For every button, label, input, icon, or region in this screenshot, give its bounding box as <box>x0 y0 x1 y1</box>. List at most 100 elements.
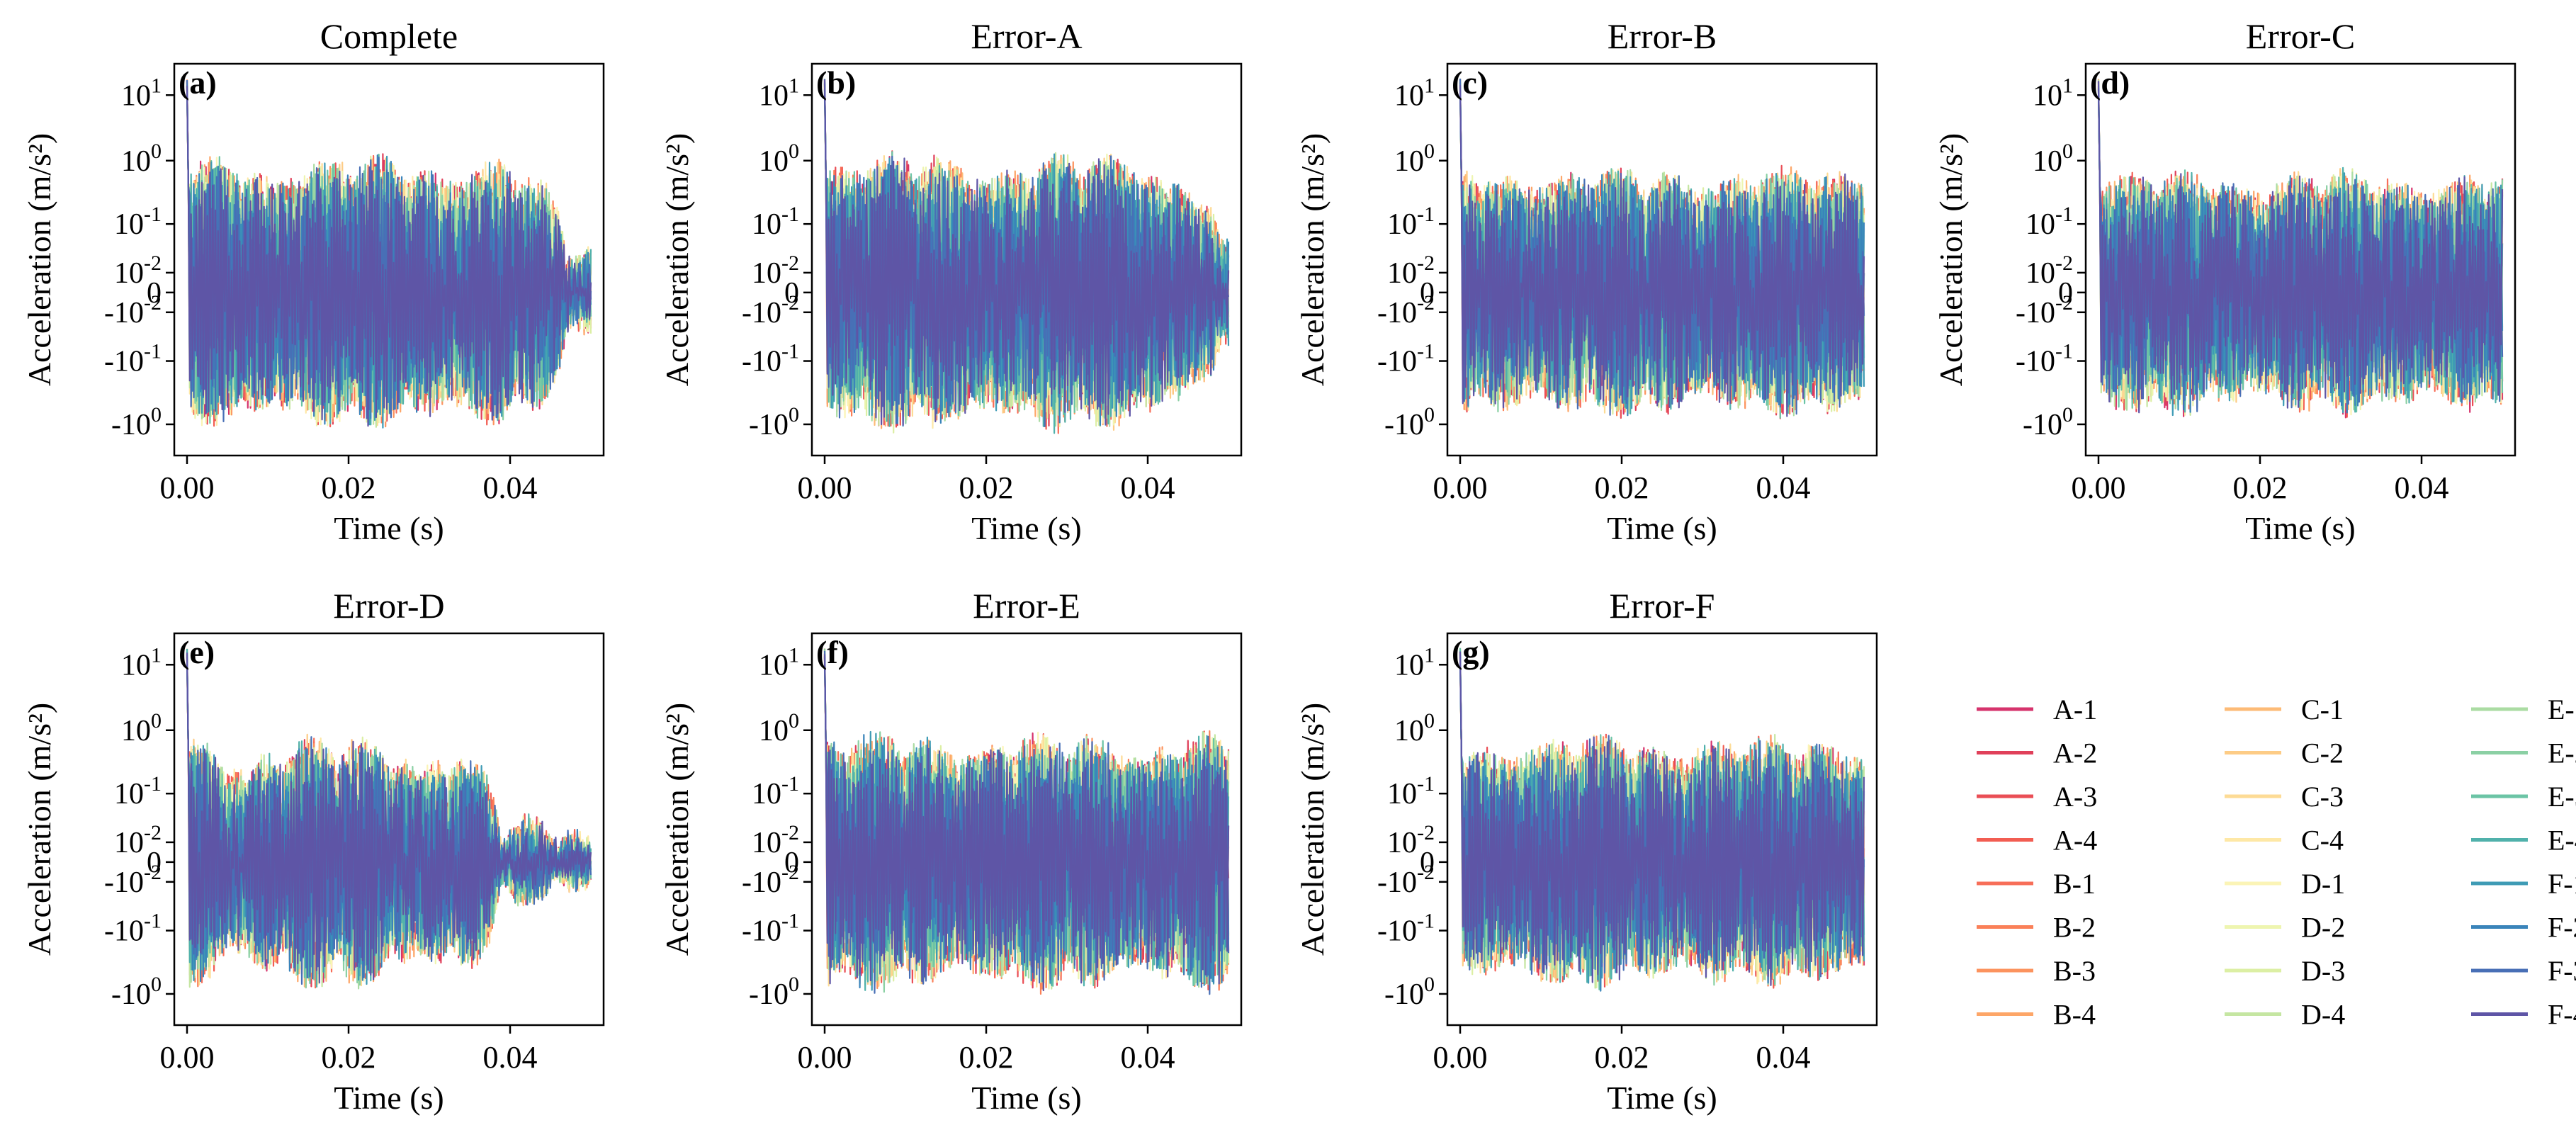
y-tick-label: 101 <box>121 74 162 112</box>
legend-item: C-1 <box>2225 694 2344 725</box>
y-tick-label: 101 <box>121 643 162 682</box>
y-tick-label: 10-2 <box>1387 251 1435 290</box>
y-tick-label: 101 <box>1394 643 1435 682</box>
legend-item: E-4 <box>2471 825 2576 857</box>
y-tick-label: 10-1 <box>752 772 799 810</box>
series-line-F-4 <box>186 652 592 984</box>
x-tick-label: 0.04 <box>1756 470 1811 505</box>
panel-title: Error-F <box>1610 586 1715 626</box>
y-tick-label: -10-2 <box>104 291 162 329</box>
panel-tag: (g) <box>1452 634 1490 670</box>
y-tick-label: -10-2 <box>104 861 162 899</box>
legend-item: B-1 <box>1977 868 2096 900</box>
legend-item: C-4 <box>2225 825 2344 857</box>
series-lines <box>1459 648 1865 992</box>
series-line-F-4 <box>1459 651 1865 986</box>
legend-label: D-4 <box>2301 999 2345 1031</box>
y-tick-label: -10-2 <box>1377 291 1435 329</box>
panel-title: Error-D <box>333 586 444 626</box>
y-axis-label: Acceleration (m/s²) <box>21 703 57 956</box>
y-tick-label: -100 <box>1384 403 1435 441</box>
panel-title: Error-A <box>971 16 1082 56</box>
panel-tag: (f) <box>816 634 849 670</box>
legend-label: F-4 <box>2548 999 2576 1031</box>
legend-label: C-2 <box>2301 737 2344 769</box>
legend-item: F-4 <box>2471 999 2576 1031</box>
y-tick-label: 100 <box>759 709 799 747</box>
y-axis-label: Acceleration (m/s²) <box>659 133 695 386</box>
legend-item: F-1 <box>2471 868 2576 900</box>
y-tick-label: 0 <box>784 277 799 310</box>
y-tick-label: 0 <box>1420 847 1435 879</box>
legend-label: B-4 <box>2053 999 2096 1031</box>
legend-label: A-3 <box>2053 781 2097 813</box>
panel-a: Complete(a)0.00 0.02 0.0410110010-110-20-1… <box>21 16 605 546</box>
x-tick-label: 0.02 <box>959 1040 1014 1075</box>
y-tick-label: -10-1 <box>742 340 799 378</box>
legend-label: E-4 <box>2548 825 2576 857</box>
legend-item: A-1 <box>1977 694 2097 725</box>
panel-d: Error-C(d)0.00 0.02 0.0410110010-110-20-10… <box>1933 16 2516 546</box>
y-axis-label: Acceleration (m/s²) <box>1933 133 1969 386</box>
panel-tag: (a) <box>179 64 217 101</box>
series-lines <box>1459 78 1865 419</box>
legend-label: B-2 <box>2053 912 2096 944</box>
panel-b: Error-A(b)0.00 0.02 0.0410110010-110-20-10… <box>659 16 1243 546</box>
x-tick-label: 0.02 <box>1595 1040 1649 1075</box>
y-tick-label: -10-1 <box>1377 340 1435 378</box>
plot-frame <box>2084 62 2516 457</box>
y-tick-label: 100 <box>1394 709 1435 747</box>
legend-label: E-1 <box>2548 694 2576 725</box>
plot-frame <box>1446 62 1878 457</box>
y-tick-label: 100 <box>2033 140 2073 178</box>
y-tick-label: -10-1 <box>104 910 162 948</box>
series-lines <box>823 79 1230 434</box>
legend-item: E-1 <box>2471 694 2576 725</box>
y-tick-label: 101 <box>759 74 799 112</box>
y-tick-label: -10-1 <box>104 340 162 378</box>
y-tick-label: 10-1 <box>1387 203 1435 241</box>
x-axis-label: Time (s) <box>2245 510 2356 546</box>
y-tick-label: 0 <box>784 847 799 879</box>
series-line-F-4 <box>823 654 1230 992</box>
y-axis-label: Acceleration (m/s²) <box>659 703 695 956</box>
legend-label: F-3 <box>2548 955 2576 987</box>
x-axis-label: Time (s) <box>1607 1080 1717 1116</box>
series-line-F-4 <box>823 79 1230 426</box>
y-tick-label: -100 <box>749 403 799 441</box>
plot-frame <box>173 62 605 457</box>
panel-g: Error-F(g)0.00 0.02 0.0410110010-110-20-10… <box>1294 586 1878 1116</box>
series-lines <box>823 648 1230 995</box>
y-tick-label: 101 <box>759 643 799 682</box>
legend-item: A-4 <box>1977 825 2097 857</box>
legend-item: A-2 <box>1977 737 2097 769</box>
x-tick-label: 0.00 <box>798 1040 852 1075</box>
legend-item: D-2 <box>2225 912 2345 944</box>
legend-item: B-4 <box>1977 999 2096 1031</box>
y-tick-label: 10-2 <box>114 251 162 290</box>
series-lines <box>2097 79 2504 419</box>
y-tick-label: -100 <box>111 973 162 1011</box>
plot-frame <box>173 632 605 1027</box>
x-axis-label: Time (s) <box>971 1080 1082 1116</box>
panel-title: Error-B <box>1608 16 1717 56</box>
series-line-F-4 <box>2097 81 2504 414</box>
y-tick-label: 10-2 <box>2026 251 2073 290</box>
y-tick-label: 10-2 <box>752 251 799 290</box>
panel-title: Complete <box>320 16 458 56</box>
legend-label: B-3 <box>2053 955 2096 987</box>
legend-label: A-1 <box>2053 694 2097 725</box>
y-axis-label: Acceleration (m/s²) <box>1294 703 1331 956</box>
series-lines <box>186 648 592 990</box>
y-tick-label: 10-1 <box>2026 203 2073 241</box>
legend-label: A-4 <box>2053 825 2097 857</box>
legend-label: C-4 <box>2301 825 2344 857</box>
x-tick-label: 0.00 <box>160 470 215 505</box>
legend-label: A-2 <box>2053 737 2097 769</box>
legend-item: D-3 <box>2225 955 2345 987</box>
panel-tag: (e) <box>179 634 215 670</box>
x-axis-label: Time (s) <box>334 1080 444 1116</box>
legend-item: D-1 <box>2225 868 2345 900</box>
y-tick-label: -100 <box>1384 973 1435 1011</box>
